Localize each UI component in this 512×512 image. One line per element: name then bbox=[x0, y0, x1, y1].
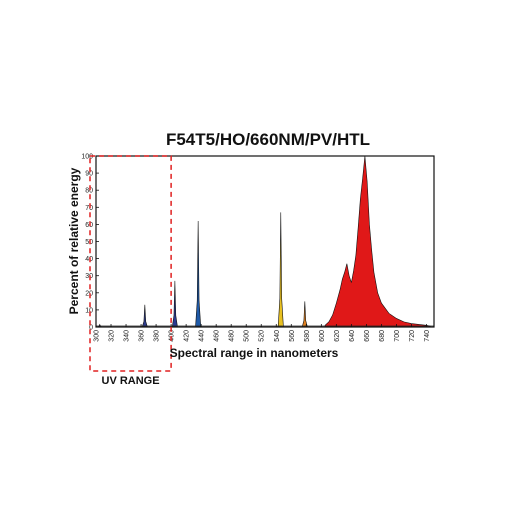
series-peak-1 bbox=[141, 304, 148, 328]
x-tick-label: 340 bbox=[124, 330, 131, 342]
x-axis-label: Spectral range in nanometers bbox=[170, 346, 339, 360]
y-tick-label: 70 bbox=[85, 205, 93, 212]
series-peak-2 bbox=[171, 280, 178, 328]
y-tick-label: 80 bbox=[85, 188, 93, 195]
x-tick-label: 300 bbox=[94, 330, 101, 342]
uv-range-label: UV RANGE bbox=[102, 375, 160, 387]
x-tick-label: 500 bbox=[244, 330, 251, 342]
x-tick-label: 680 bbox=[379, 330, 386, 342]
x-tick-label: 720 bbox=[409, 330, 416, 342]
x-tick-label: 460 bbox=[214, 330, 221, 342]
series-layer bbox=[96, 155, 434, 328]
y-tick-label: 10 bbox=[85, 307, 93, 314]
y-tick-label: 30 bbox=[85, 273, 93, 280]
x-tick-label: 380 bbox=[154, 330, 161, 342]
x-tick-label: 640 bbox=[349, 330, 356, 342]
series-peak-5 bbox=[301, 301, 308, 328]
ticks-layer: 0 10 20 30 40 50 60 70 80 90 100 300 320 340 360 380 400… bbox=[81, 154, 431, 342]
x-tick-label: 660 bbox=[364, 330, 371, 342]
y-tick-label: 60 bbox=[85, 222, 93, 229]
y-tick-label: 50 bbox=[85, 239, 93, 246]
x-tick-label: 540 bbox=[274, 330, 281, 342]
x-tick-label: 600 bbox=[319, 330, 326, 342]
plot-frame bbox=[95, 155, 435, 328]
x-tick-label: 360 bbox=[139, 330, 146, 342]
x-tick-label: 400 bbox=[169, 330, 176, 342]
y-tick-label: 40 bbox=[85, 256, 93, 263]
uv-range-box bbox=[89, 155, 172, 372]
series-peak-3 bbox=[195, 220, 202, 328]
x-tick-label: 480 bbox=[229, 330, 236, 342]
x-tick-label: 420 bbox=[184, 330, 191, 342]
y-tick-label: 0 bbox=[89, 325, 93, 332]
x-tick-label: 520 bbox=[259, 330, 266, 342]
chart-title: F54T5/HO/660NM/PV/HTL bbox=[166, 130, 370, 149]
series-peak-4 bbox=[277, 212, 284, 328]
x-tick-label: 320 bbox=[109, 330, 116, 342]
series-peak-6 bbox=[324, 155, 431, 328]
x-tick-label: 740 bbox=[424, 330, 431, 342]
y-tick-label: 20 bbox=[85, 290, 93, 297]
x-tick-label: 700 bbox=[394, 330, 401, 342]
x-tick-label: 560 bbox=[289, 330, 296, 342]
x-tick-label: 580 bbox=[304, 330, 311, 342]
y-tick-label: 100 bbox=[81, 154, 93, 161]
y-axis-label: Percent of relative energy bbox=[67, 167, 81, 314]
y-tick-label: 90 bbox=[85, 171, 93, 178]
x-tick-label: 620 bbox=[334, 330, 341, 342]
x-tick-label: 440 bbox=[199, 330, 206, 342]
